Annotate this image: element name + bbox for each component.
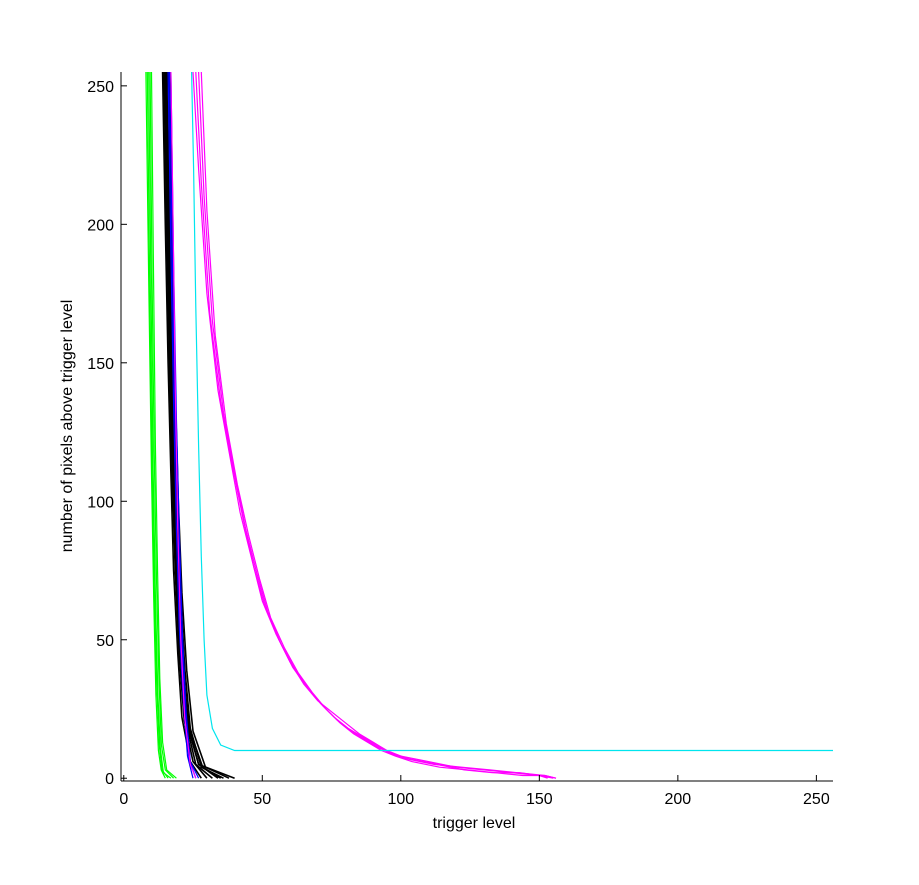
x-axis-ticks: 0 50 100 150 200 250 [119, 775, 830, 808]
series-line-0-1 [146, 72, 169, 779]
series-line-3-0 [170, 72, 197, 779]
axes: 0 50 100 150 200 250 0 50 100 150 200 250 [87, 72, 833, 808]
series-line-0-3 [149, 72, 175, 779]
y-tick-label: 200 [87, 217, 114, 234]
x-tick-label: 50 [253, 791, 271, 808]
x-tick-label: 250 [803, 791, 830, 808]
series-line-4-0 [191, 72, 833, 752]
series-line-0-2 [148, 72, 172, 779]
x-tick-label: 100 [387, 791, 414, 808]
series-line-0-4 [150, 72, 177, 779]
y-tick-label: 250 [87, 79, 114, 96]
plot-area [145, 72, 833, 779]
y-tick-label: 150 [87, 356, 114, 373]
series-line-1-6 [164, 72, 235, 779]
series-line-0-0 [145, 72, 166, 779]
y-axis-ticks: 0 50 100 150 200 250 [87, 79, 127, 788]
x-tick-label: 0 [119, 791, 128, 808]
x-tick-label: 200 [665, 791, 692, 808]
y-axis-label: number of pixels above trigger level [59, 300, 76, 553]
y-tick-label: 50 [96, 633, 114, 650]
series-line-2-0 [167, 72, 194, 779]
y-tick-label: 100 [87, 494, 114, 511]
x-axis-label: trigger level [433, 815, 516, 832]
series-line-3-4 [200, 72, 557, 779]
y-tick-label: 0 [105, 771, 114, 788]
x-tick-label: 150 [526, 791, 553, 808]
